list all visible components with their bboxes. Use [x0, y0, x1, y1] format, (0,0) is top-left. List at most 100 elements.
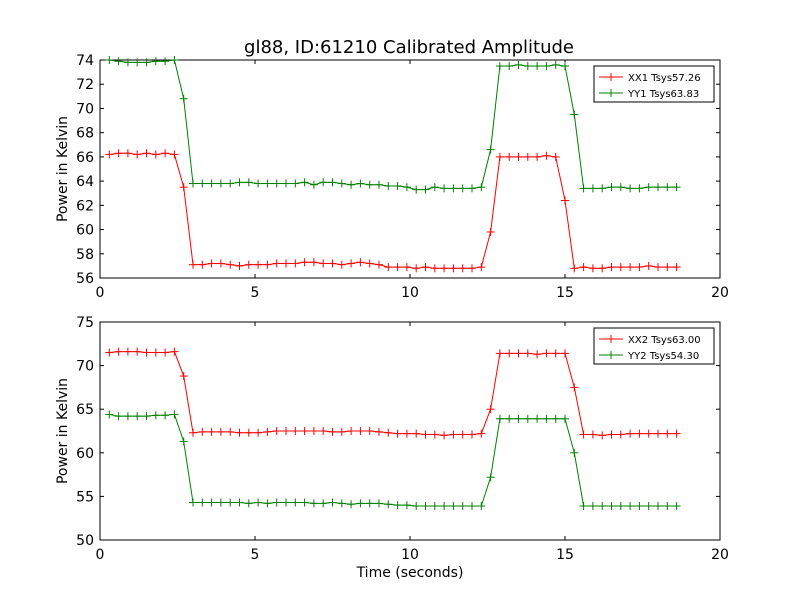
data-point — [272, 498, 281, 507]
data-point — [375, 427, 383, 436]
data-point — [300, 498, 309, 507]
data-point — [254, 179, 263, 188]
legend-box — [593, 65, 715, 103]
y-tick-label: 74 — [76, 53, 94, 69]
data-point — [105, 410, 114, 419]
data-point — [486, 145, 495, 154]
data-point — [105, 56, 114, 64]
data-point — [123, 412, 132, 421]
legend-box — [593, 327, 715, 365]
data-point — [337, 179, 346, 188]
data-point — [337, 260, 346, 269]
data-point — [672, 501, 681, 510]
data-point — [142, 412, 151, 421]
data-point — [235, 261, 244, 270]
data-point — [561, 62, 569, 71]
chart-title: gl88, ID:61210 Calibrated Amplitude — [244, 37, 574, 58]
data-point — [133, 150, 142, 159]
data-point — [654, 429, 662, 438]
data-point — [179, 94, 188, 103]
data-point — [151, 411, 160, 420]
data-point — [579, 501, 588, 510]
data-point — [570, 383, 579, 392]
series-yy — [105, 410, 681, 510]
data-point — [579, 184, 588, 193]
y-tick-label: 64 — [76, 174, 94, 190]
data-point — [170, 150, 179, 159]
series-line — [109, 152, 677, 269]
data-point — [337, 427, 346, 436]
data-point — [598, 431, 607, 440]
data-point — [263, 260, 272, 269]
data-point — [626, 263, 635, 272]
data-point — [198, 427, 207, 436]
data-point — [477, 183, 486, 192]
data-point — [505, 349, 514, 358]
data-point — [570, 264, 579, 273]
legend-item: YY2 Tsys54.30 — [599, 351, 699, 362]
data-point — [384, 181, 393, 190]
x-tick-label: 0 — [96, 285, 105, 301]
y-tick-label: 70 — [76, 359, 94, 375]
y-tick-label: 56 — [76, 271, 94, 287]
data-point — [161, 348, 170, 357]
data-point — [151, 348, 160, 357]
data-point — [226, 498, 235, 507]
data-point — [458, 501, 467, 510]
data-point — [607, 263, 616, 272]
y-tick-label: 65 — [76, 402, 94, 418]
legend-label: XX2 Tsys63.00 — [628, 335, 701, 346]
data-point — [328, 178, 337, 187]
data-point — [291, 498, 300, 507]
x-tick-label: 0 — [96, 547, 105, 563]
data-point — [598, 264, 607, 273]
data-point — [207, 427, 216, 436]
data-point — [189, 260, 197, 269]
data-point — [393, 501, 402, 510]
data-point — [291, 427, 300, 435]
data-point — [430, 430, 439, 439]
data-point — [588, 501, 597, 510]
x-tick-label: 20 — [711, 285, 729, 301]
data-point — [533, 350, 542, 359]
data-point — [635, 263, 644, 272]
data-point — [235, 178, 244, 187]
data-point — [430, 183, 439, 192]
x-axis-label: Time (seconds) — [356, 565, 464, 581]
data-point — [672, 183, 681, 192]
data-point — [365, 259, 374, 268]
legend-item: XX1 Tsys57.26 — [599, 73, 701, 84]
data-point — [533, 152, 542, 161]
data-point — [244, 428, 253, 437]
data-point — [133, 58, 142, 67]
data-point — [430, 264, 439, 273]
data-point — [263, 179, 272, 188]
data-point — [542, 414, 551, 423]
data-point — [300, 258, 309, 267]
data-point — [393, 181, 402, 190]
data-point — [189, 428, 197, 437]
data-point — [179, 437, 188, 446]
data-point — [663, 183, 672, 192]
data-point — [523, 349, 532, 358]
data-point — [384, 263, 393, 272]
data-point — [495, 349, 504, 358]
data-point — [542, 349, 551, 358]
data-point — [105, 348, 114, 357]
top-subplot: 0 5 10 15 20 56 58 60 62 64 66 68 70 72 74 Power in Kel… — [55, 53, 729, 301]
y-tick-label: 72 — [76, 77, 94, 93]
data-point — [272, 179, 281, 188]
data-point — [356, 179, 365, 188]
data-point — [216, 498, 225, 507]
data-point — [440, 184, 449, 193]
data-point — [282, 498, 290, 507]
data-point — [114, 149, 123, 158]
data-point — [328, 427, 337, 436]
legend-label: XX1 Tsys57.26 — [628, 73, 701, 84]
data-point — [365, 427, 374, 435]
data-point — [337, 499, 346, 508]
data-point — [654, 183, 662, 192]
data-point — [449, 264, 458, 273]
data-point — [235, 428, 244, 437]
data-point — [151, 57, 160, 66]
